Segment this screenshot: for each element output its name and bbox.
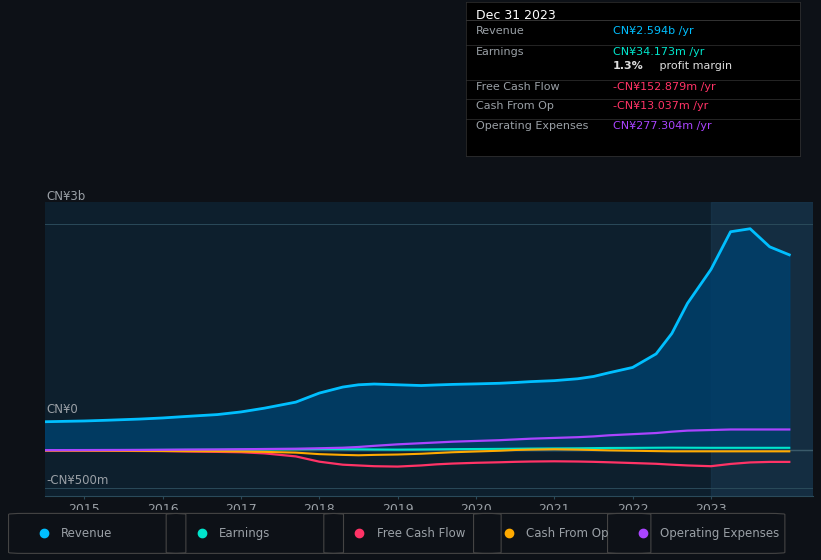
Text: Earnings: Earnings (219, 527, 270, 540)
Text: CN¥0: CN¥0 (47, 403, 79, 417)
Text: Cash From Op: Cash From Op (526, 527, 609, 540)
Text: Cash From Op: Cash From Op (475, 101, 553, 111)
Text: profit margin: profit margin (657, 61, 732, 71)
Text: Free Cash Flow: Free Cash Flow (377, 527, 465, 540)
Text: Operating Expenses: Operating Expenses (475, 121, 588, 131)
Text: Dec 31 2023: Dec 31 2023 (475, 8, 555, 22)
Bar (711, 202, 813, 496)
Text: -CN¥13.037m /yr: -CN¥13.037m /yr (613, 101, 709, 111)
Text: -CN¥152.879m /yr: -CN¥152.879m /yr (613, 82, 716, 92)
Text: Free Cash Flow: Free Cash Flow (475, 82, 559, 92)
Text: 1.3%: 1.3% (613, 61, 644, 71)
Text: CN¥3b: CN¥3b (47, 190, 86, 203)
Text: CN¥2.594b /yr: CN¥2.594b /yr (613, 26, 694, 36)
Text: -CN¥500m: -CN¥500m (47, 474, 109, 487)
Text: Revenue: Revenue (475, 26, 525, 36)
Text: Operating Expenses: Operating Expenses (660, 527, 780, 540)
Text: CN¥277.304m /yr: CN¥277.304m /yr (613, 121, 712, 131)
Text: Revenue: Revenue (62, 527, 112, 540)
Text: CN¥34.173m /yr: CN¥34.173m /yr (613, 47, 704, 57)
Text: Earnings: Earnings (475, 47, 524, 57)
